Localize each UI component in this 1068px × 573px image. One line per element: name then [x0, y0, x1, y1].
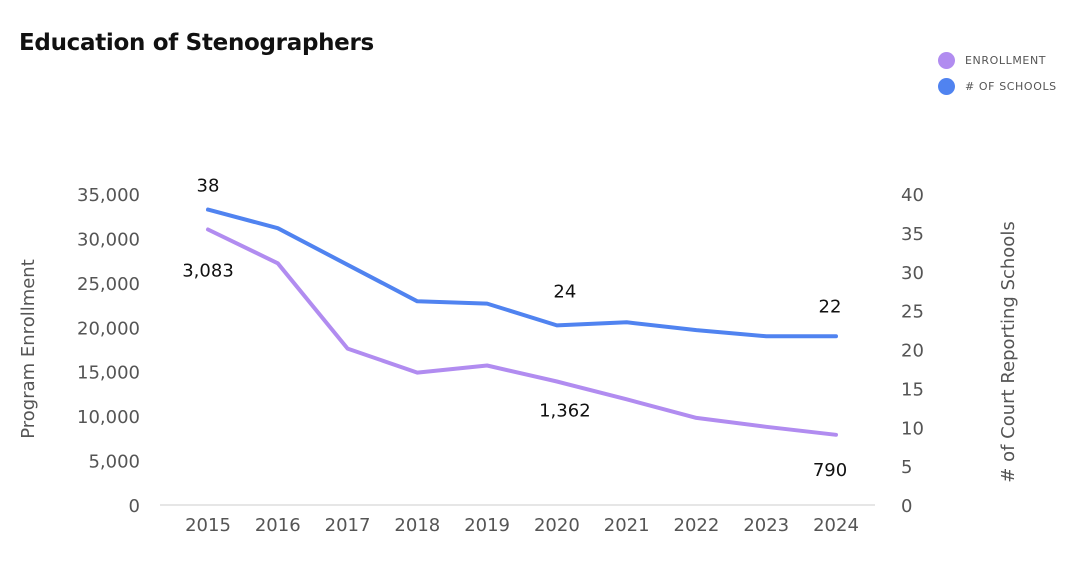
right-axis-tick-label: 25: [901, 302, 924, 323]
left-axis-title: Program Enrollment: [18, 259, 39, 439]
left-axis-tick-label: 25,000: [77, 274, 140, 295]
x-axis-tick-label: 2016: [255, 515, 301, 536]
legend-label-enrollment: ENROLLMENT: [965, 53, 1047, 67]
legend-swatch-enrollment: [938, 51, 955, 69]
x-axis-tick-label: 2015: [185, 515, 231, 536]
left-axis-tick-label: 10,000: [77, 407, 140, 428]
data-label: 3,083: [182, 261, 234, 282]
x-axis-tick-label: 2023: [743, 515, 789, 536]
x-axis-tick-label: 2021: [604, 515, 650, 536]
data-label: 1,362: [539, 400, 591, 421]
data-label: 24: [553, 281, 576, 302]
x-axis-tick-label: 2018: [394, 515, 440, 536]
chart-axes: 0 5,000 10,000 15,000 20,000 25,000 30,000 35,0…: [18, 185, 1019, 536]
x-axis-tick-label: 2022: [674, 515, 720, 536]
right-axis-tick-label: 20: [901, 341, 924, 362]
left-axis-tick-label: 30,000: [77, 229, 140, 250]
x-axis-tick-label: 2020: [534, 515, 580, 536]
right-axis-tick-label: 15: [901, 379, 924, 400]
chart-lines: [206, 207, 838, 437]
right-axis-tick-label: 30: [901, 263, 924, 284]
chart-legend: ENROLLMENT # OF SCHOOLS: [938, 47, 1057, 99]
series-line-schools: [206, 207, 838, 339]
chart-title: Education of Stenographers: [19, 30, 374, 56]
right-axis-tick-label: 10: [901, 418, 924, 439]
legend-item-schools: # OF SCHOOLS: [938, 73, 1057, 99]
left-axis-tick-label: 5,000: [88, 452, 140, 473]
legend-label-schools: # OF SCHOOLS: [965, 79, 1057, 93]
right-axis-tick-label: 40: [901, 185, 924, 206]
x-axis-tick-label: 2024: [813, 515, 859, 536]
right-axis-tick-label: 5: [901, 457, 912, 478]
x-axis-tick-label: 2019: [464, 515, 510, 536]
right-axis-tick-label: 0: [901, 496, 912, 517]
data-label: 38: [197, 176, 220, 197]
left-axis-tick-label: 15,000: [77, 363, 140, 384]
left-axis-tick-label: 35,000: [77, 185, 140, 206]
left-axis-tick-label: 0: [129, 496, 140, 517]
data-label: 22: [819, 296, 842, 317]
right-axis-title: # of Court Reporting Schools: [998, 221, 1019, 482]
data-label: 790: [813, 460, 847, 481]
left-axis-tick-label: 20,000: [77, 318, 140, 339]
right-axis-tick-label: 35: [901, 224, 924, 245]
x-axis-tick-label: 2017: [325, 515, 371, 536]
series-line-enrollment: [206, 227, 838, 437]
legend-item-enrollment: ENROLLMENT: [938, 47, 1057, 73]
legend-swatch-schools: [938, 77, 955, 95]
chart-data-labels: 38 3,083 24 1,362 22 790: [182, 176, 847, 481]
